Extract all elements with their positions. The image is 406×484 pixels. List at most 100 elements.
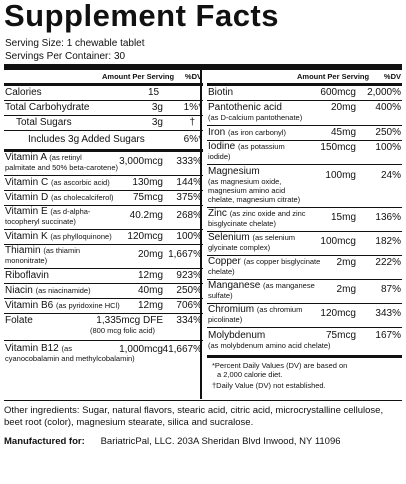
nutrient-source-cont: (as D-calcium pantothenate) [208, 113, 303, 122]
nutrient-amount: 130mg [132, 177, 163, 188]
nutrient-amount: 45mg [330, 127, 356, 138]
nutrient-dv: 375% [176, 192, 202, 203]
nutrient-row: Selenium (as selenium glycinate complex)… [207, 232, 402, 256]
nutrient-name-group: Vitamin E (as d-alpha- [5, 206, 90, 217]
nutrient-dv: 333% [176, 156, 202, 167]
nutrient-source-cont: picolinate) [208, 315, 243, 324]
nutrient-row: Vitamin C (as ascorbic acid) 130mg 144% [4, 176, 203, 191]
nutrient-source-cont: tocopheryl succinate) [5, 217, 76, 226]
nutrient-name-group: Iron (as iron carbonyl) [208, 127, 286, 138]
nutrient-source: (as chromium [256, 305, 303, 314]
nutrient-row: Magnesium (as magnesium oxide, magnesium… [207, 165, 402, 208]
nutrient-source: (as copper bisglycinate [243, 257, 321, 266]
nutrient-amount: 3g [151, 102, 163, 113]
other-ingredients-line2: beet root (color), magnesium stearate, s… [4, 417, 254, 428]
nutrient-dv: 250% [176, 285, 202, 296]
nutrient-source: (as potassium [238, 142, 285, 151]
nutrient-name-group: Vitamin B12 (as [5, 343, 72, 354]
column-divider [200, 69, 202, 399]
nutrient-source: (as zinc oxide and zinc [229, 209, 306, 218]
nutrient-dv: 250% [375, 127, 401, 138]
dv-header: %DV [383, 72, 401, 81]
nutrient-name: Vitamin C [5, 177, 49, 188]
nutrient-source-cont: sulfate) [208, 291, 233, 300]
nutrient-name: Total Carbohydrate [5, 102, 90, 113]
nutrient-row: Iron (as iron carbonyl) 45mg 250% [207, 126, 402, 141]
nutrient-name-group: Vitamin B6 (as pyridoxine HCl) [5, 300, 120, 311]
nutrient-source-cont: iodide) [208, 152, 231, 161]
nutrient-source-cont: palmitate and 50% beta-carotene) [5, 163, 118, 172]
nutrient-name: Biotin [208, 87, 234, 98]
nutrient-name-group: Copper (as copper bisglycinate [208, 256, 320, 267]
nutrient-name: Selenium [208, 232, 250, 243]
right-column: Amount Per Serving %DV Biotin 600mcg 2,0… [207, 69, 402, 399]
nutrient-name: Includes 3g Added Sugars [28, 134, 145, 145]
nutrient-source: (as pyridoxine HCl) [55, 301, 120, 310]
nutrient-source: (as phylloquinone) [50, 232, 112, 241]
nutrient-name-group: Vitamin D (as cholecalciferol) [5, 192, 113, 203]
nutrient-dv: 1%* [183, 102, 202, 113]
nutrient-row: Thiamin (as thiamin mononitrate) 20mg 1,… [4, 245, 203, 269]
nutrient-row: Manganese (as manganese sulfate) 2mg 87% [207, 280, 402, 304]
nutrient-dv: † [189, 117, 195, 128]
nutrient-name-group: Selenium (as selenium [208, 232, 295, 243]
nutrient-name: Vitamin K [5, 231, 48, 242]
nutrient-amount: 75mcg [325, 330, 356, 341]
nutrient-amount: 150mcg [320, 142, 356, 153]
nutrient-source-cont: (as molybdenum amino acid chelate) [208, 341, 331, 350]
manufacturer-label: Manufactured for: [4, 436, 85, 447]
nutrient-amount: 600mcg [320, 87, 356, 98]
nutrient-dv: 167% [375, 330, 401, 341]
nutrient-name: Magnesium [208, 166, 260, 177]
nutrient-name: Iodine [208, 141, 236, 152]
nutrient-name: Pantothenic acid [208, 102, 282, 113]
nutrient-source: (as retinyl [49, 153, 82, 162]
nutrient-name: Total Sugars [16, 117, 72, 128]
nutrient-source-cont: chelate, magnesium citrate) [208, 195, 301, 204]
nutrient-dv: 400% [375, 102, 401, 113]
nutrient-dv: 100% [176, 231, 202, 242]
nutrient-name: Zinc [208, 208, 227, 219]
nutrient-source: (as iron carbonyl) [228, 128, 286, 137]
nutrient-name: Vitamin B6 [5, 300, 54, 311]
nutrient-dv: 100% [375, 142, 401, 153]
nutrient-name: Vitamin A [5, 152, 47, 163]
nutrient-dv: 6%* [183, 134, 202, 145]
nutrient-name-group: Thiamin (as thiamin [5, 245, 80, 256]
right-column-header: Amount Per Serving %DV [207, 69, 402, 86]
nutrient-amount: 20mg [330, 102, 356, 113]
nutrient-dv: 706% [176, 300, 202, 311]
nutrient-dv: 24% [380, 170, 401, 181]
nutrient-dv: 136% [375, 212, 401, 223]
nutrient-name: Chromium [208, 304, 255, 315]
nutrient-source: (as thiamin [43, 246, 81, 255]
nutrient-name: Niacin [5, 285, 33, 296]
nutrient-source-cont: (800 mcg folic acid) [90, 326, 156, 335]
nutrient-amount: 20mg [137, 249, 163, 260]
nutrient-amount: 15mg [330, 212, 356, 223]
other-ingredients: Other ingredients: Sugar, natural flavor… [4, 405, 402, 429]
nutrient-amount: 12mg [137, 270, 163, 281]
nutrient-name: Iron [208, 127, 226, 138]
nutrient-row: Biotin 600mcg 2,000% [207, 86, 402, 101]
amount-header: Amount Per Serving [102, 72, 175, 81]
nutrient-row: Niacin (as niacinamide) 40mg 250% [4, 284, 203, 299]
bottom-rule [4, 400, 402, 401]
nutrient-name: Vitamin D [5, 192, 49, 203]
nutrient-amount: 3g [151, 117, 163, 128]
nutrient-source: (as cholecalciferol) [50, 193, 114, 202]
serving-size: Serving Size: 1 chewable tablet [5, 38, 145, 49]
nutrient-source-cont: magnesium amino acid [208, 186, 286, 195]
servings-per-container: Servings Per Container: 30 [5, 51, 126, 62]
nutrient-row: Vitamin E (as d-alpha- tocopheryl succin… [4, 206, 203, 230]
nutrient-row: Copper (as copper bisglycinate chelate) … [207, 256, 402, 280]
label-title: Supplement Facts [4, 0, 279, 33]
footnote-dagger: †Daily Value (DV) not established. [212, 381, 326, 390]
nutrient-row: Vitamin D (as cholecalciferol) 75mcg 375… [4, 191, 203, 206]
nutrient-name-group: Vitamin A (as retinyl [5, 152, 82, 163]
nutrient-dv: 222% [375, 257, 401, 268]
nutrient-row: Pantothenic acid (as D-calcium pantothen… [207, 101, 402, 126]
left-column: Amount Per Serving %DV Calories 15 Total… [4, 69, 203, 399]
nutrient-row: Includes 3g Added Sugars 6%* [4, 131, 203, 152]
